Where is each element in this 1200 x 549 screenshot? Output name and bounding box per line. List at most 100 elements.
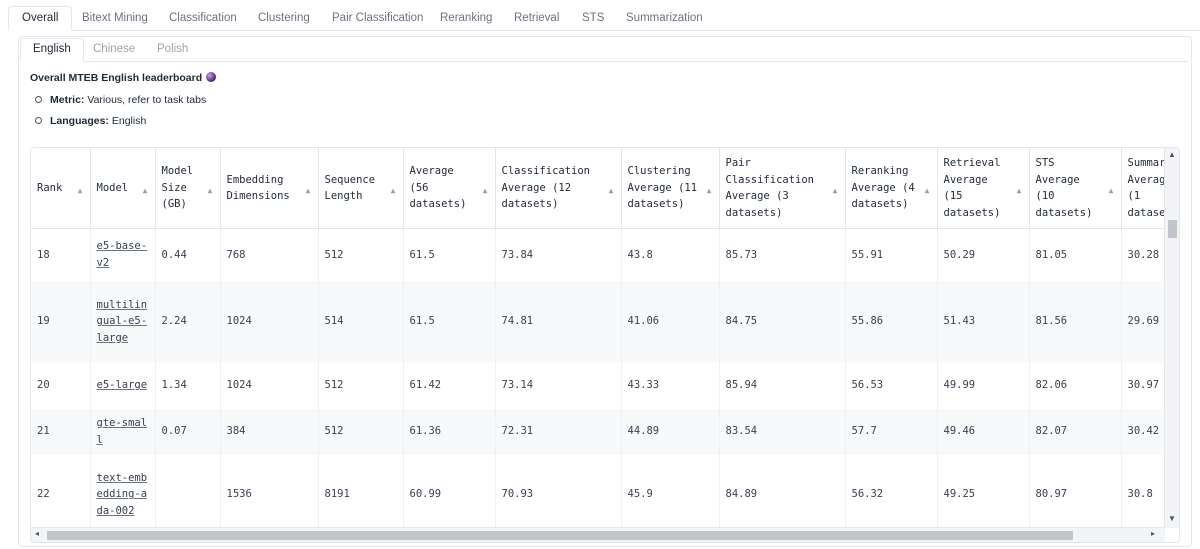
cell-model-size: 1.34 [155, 362, 221, 409]
sort-icon[interactable]: ▲ [1108, 186, 1114, 195]
tab-reranking[interactable]: Reranking [440, 12, 493, 24]
cell-clustering: 43.8 [621, 228, 720, 281]
crystal-ball-icon [206, 72, 217, 83]
cell-retrieval: 50.29 [937, 228, 1030, 281]
cell-embedding-dimensions: 1024 [220, 280, 319, 363]
sort-icon[interactable]: ▲ [1016, 186, 1022, 195]
model-link[interactable]: multilingual-e5-large [96, 298, 148, 344]
column-header-sts-average[interactable]: STS Average (10 datasets) ▲ [1029, 148, 1122, 229]
tab-overall[interactable]: Overall [8, 6, 73, 31]
column-header-rank[interactable]: Rank ▲ [31, 148, 91, 229]
table-row: 19 multilingual-e5-large 2.24 1024 514 6… [31, 280, 1179, 363]
cell-embedding-dimensions: 1024 [220, 362, 319, 409]
horizontal-scroll-thumb[interactable] [47, 531, 1073, 540]
cell-rank: 21 [31, 408, 91, 455]
model-link[interactable]: e5-large [96, 379, 148, 392]
language-tabs: English Chinese Polish [20, 38, 1188, 62]
column-header-sequence-length[interactable]: Sequence Length ▲ [318, 148, 404, 229]
sort-icon[interactable]: ▲ [390, 186, 396, 195]
cell-retrieval: 49.99 [937, 362, 1030, 409]
cell-reranking: 55.91 [845, 228, 938, 281]
header-label: Classification Average (12 datasets) [501, 165, 591, 211]
column-header-model[interactable]: Model ▲ [90, 148, 156, 229]
cell-reranking: 56.53 [845, 362, 938, 409]
sort-icon[interactable]: ▲ [142, 186, 148, 195]
cell-clustering: 41.06 [621, 280, 720, 363]
cell-clustering: 43.33 [621, 362, 720, 409]
scroll-down-icon[interactable]: ▼ [1168, 514, 1176, 523]
header-label: Pair Classification Average (3 datasets) [725, 157, 815, 219]
cell-clustering: 45.9 [621, 454, 720, 535]
header-label: Retrieval Average (15 datasets) [943, 157, 1001, 219]
cell-sts: 81.05 [1029, 228, 1122, 281]
vertical-scroll-thumb[interactable] [1168, 220, 1177, 238]
cell-average: 61.42 [403, 362, 496, 409]
cell-pair-classification: 84.89 [719, 454, 846, 535]
table-row: 18 e5-base-v2 0.44 768 512 61.5 73.84 43… [31, 228, 1179, 281]
model-link[interactable]: text-embedding-ada-002 [96, 471, 148, 517]
sort-icon[interactable]: ▲ [305, 186, 311, 195]
cell-average: 60.99 [403, 454, 496, 535]
column-header-retrieval-average[interactable]: Retrieval Average (15 datasets) ▲ [937, 148, 1030, 229]
model-link[interactable]: e5-base-v2 [96, 240, 148, 269]
bullet-icon [35, 116, 42, 124]
sort-icon[interactable]: ▲ [706, 186, 712, 195]
subtab-english[interactable]: English [20, 38, 84, 62]
header-label: Clustering Average (11 datasets) [627, 165, 698, 211]
tab-classification[interactable]: Classification [169, 12, 237, 24]
scroll-left-icon[interactable]: ◂ [35, 529, 40, 538]
column-header-classification-average[interactable]: Classification Average (12 datasets) ▲ [495, 148, 622, 229]
sort-icon[interactable]: ▲ [77, 186, 83, 195]
sort-icon[interactable]: ▲ [482, 186, 488, 195]
sort-icon[interactable]: ▲ [924, 186, 930, 195]
header-label: Embedding Dimensions [226, 173, 290, 203]
header-label: STS Average (10 datasets) [1035, 157, 1093, 219]
tab-summarization[interactable]: Summarization [626, 12, 703, 24]
model-link[interactable]: gte-small [96, 417, 148, 446]
cell-reranking: 55.86 [845, 280, 938, 363]
cell-average: 61.36 [403, 408, 496, 455]
cell-model: multilingual-e5-large [90, 280, 156, 363]
cell-model-size: 0.07 [155, 408, 221, 455]
languages-value: English [108, 115, 147, 127]
table-row: 22 text-embedding-ada-002 1536 8191 60.9… [31, 454, 1179, 535]
cell-sequence-length: 512 [318, 228, 404, 281]
cell-classification: 73.14 [495, 362, 622, 409]
column-header-model-size[interactable]: Model Size (GB) ▲ [155, 148, 221, 229]
tab-retrieval[interactable]: Retrieval [514, 12, 560, 24]
horizontal-scrollbar[interactable]: ◂ ▸ [31, 527, 1165, 542]
cell-sequence-length: 512 [318, 408, 404, 455]
tab-clustering[interactable]: Clustering [258, 12, 310, 24]
header-label: Reranking Average (4 datasets) [851, 165, 915, 211]
cell-model-size: 0.44 [155, 228, 221, 281]
tab-pair-classification[interactable]: Pair Classification [332, 12, 424, 24]
sort-icon[interactable]: ▲ [608, 186, 614, 195]
cell-model: e5-base-v2 [90, 228, 156, 281]
sort-icon[interactable]: ▲ [832, 186, 838, 195]
header-label: Average (56 datasets) [409, 165, 467, 211]
cell-average: 61.5 [403, 228, 496, 281]
tab-sts[interactable]: STS [582, 12, 605, 24]
column-header-average[interactable]: Average (56 datasets) ▲ [403, 148, 496, 229]
subtab-polish[interactable]: Polish [157, 43, 189, 55]
bullet-icon [35, 95, 42, 103]
sort-icon[interactable]: ▲ [207, 186, 213, 195]
subtab-chinese[interactable]: Chinese [93, 43, 136, 55]
cell-sts: 80.97 [1029, 454, 1122, 535]
header-label: Model [96, 181, 129, 194]
tab-bitext-mining[interactable]: Bitext Mining [82, 12, 148, 24]
column-header-pair-classification-average[interactable]: Pair Classification Average (3 datasets)… [719, 148, 846, 229]
leaderboard-table: Rank ▲ Model ▲ Model Size (GB) ▲ Embedding … [31, 148, 1179, 535]
scroll-up-icon[interactable]: ▲ [1168, 150, 1176, 159]
scroll-right-icon[interactable]: ▸ [1151, 529, 1156, 538]
header-row: Rank ▲ Model ▲ Model Size (GB) ▲ Embedding … [31, 148, 1179, 229]
metric-value: Various, refer to task tabs [84, 94, 207, 106]
column-header-clustering-average[interactable]: Clustering Average (11 datasets) ▲ [621, 148, 720, 229]
cell-retrieval: 49.25 [937, 454, 1030, 535]
vertical-scrollbar[interactable]: ▲ ▼ [1164, 148, 1179, 528]
table-row: 21 gte-small 0.07 384 512 61.36 72.31 44… [31, 408, 1179, 455]
column-header-reranking-average[interactable]: Reranking Average (4 datasets) ▲ [845, 148, 938, 229]
cell-reranking: 56.32 [845, 454, 938, 535]
column-header-embedding-dimensions[interactable]: Embedding Dimensions ▲ [220, 148, 319, 229]
cell-rank: 20 [31, 362, 91, 409]
